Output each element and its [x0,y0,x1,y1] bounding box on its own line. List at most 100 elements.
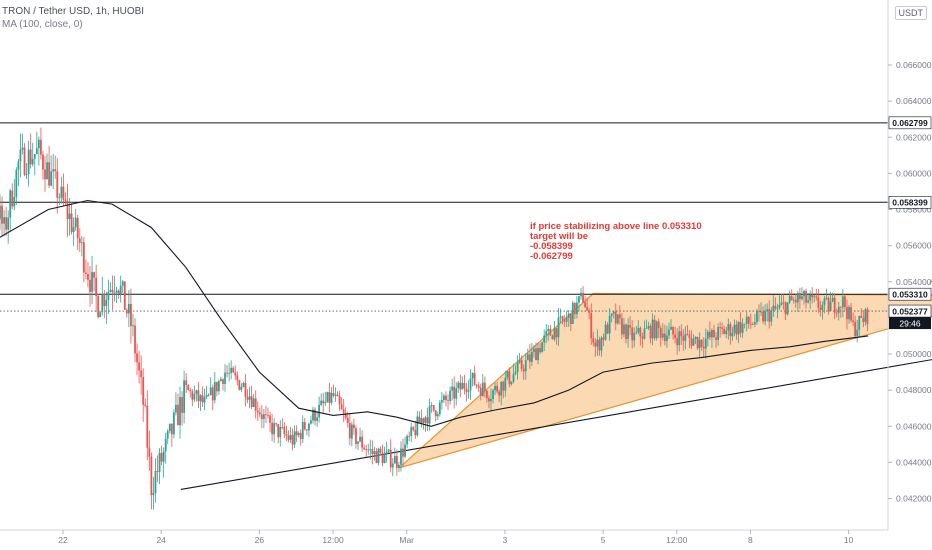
candle-body [330,393,333,403]
candle-body [314,409,316,421]
candle-body [819,307,822,310]
candle-body [33,154,36,159]
candle-body [655,321,658,339]
candle-body [9,190,12,218]
candle-body [346,417,349,423]
candle-body [680,331,683,337]
candle-body [400,448,402,465]
candle-body [643,328,646,339]
candle-body [377,448,380,463]
candle-body [749,323,752,325]
indicator-legend: MA (100, close, 0) [2,19,83,30]
candle-body [318,404,321,418]
candle-body [436,414,439,417]
candle-body [633,332,636,341]
candle-body [21,147,24,150]
candle-body [402,448,404,457]
candle-body [203,397,206,403]
candle-body [825,297,828,299]
candle-body [580,292,582,297]
candle-body [844,296,846,308]
candle-body [375,451,378,463]
candle-body [647,326,650,329]
candle-body [627,324,629,339]
x-tick-label: 26 [255,535,265,545]
candle-body [70,213,73,233]
candle-body [760,311,762,313]
candle-body [207,394,210,396]
candle-body [334,394,337,396]
candles [0,127,869,510]
currency-badge[interactable]: USDT [894,6,927,20]
level-price-label-bg [888,287,932,301]
candle-body [561,316,564,321]
candle-body [258,412,261,415]
candle-body [557,317,560,338]
countdown-label: 29:46 [899,318,921,328]
candle-body [657,321,660,328]
candle-body [835,312,838,314]
candle-body [700,339,703,347]
x-tick-label: 12:00 [322,535,344,545]
candle-body [780,302,783,305]
candle-body [428,405,431,424]
annotation-text: if price stabilizing above line 0.053310… [530,221,702,262]
candle-body [250,396,253,407]
candle-body [438,402,441,415]
candle-body [831,297,834,302]
x-tick-label: 8 [748,535,753,545]
candle-body [195,390,198,395]
candle-body [833,297,836,313]
candle-body [271,422,273,435]
candle-body [553,328,556,340]
candle-body [316,417,318,421]
candle-body [725,330,728,335]
candle-body [359,436,361,442]
candle-body [211,387,214,401]
candle-body [488,398,490,402]
candle-body [373,451,376,455]
candle-body [408,435,411,437]
candle-body [215,382,218,392]
candle-body [234,372,237,376]
candle-body [355,428,357,444]
candle-body [610,313,613,316]
candle-body [74,217,77,228]
candle-body [510,381,513,385]
candle-body [80,242,83,244]
candle-body [706,331,709,339]
candle-body [711,329,713,338]
candle-body [369,449,372,450]
candle-body [782,302,785,304]
candle-body [555,328,558,338]
candle-body [13,196,16,207]
candle-body [713,329,715,338]
candle-body [281,426,284,428]
candle-body [526,354,529,361]
candle-body [426,417,429,424]
candle-body [430,405,433,406]
candle-body [181,397,183,413]
candle-body [187,385,190,391]
candle-body [410,427,413,437]
y-tick-label: 0.054000 [896,277,932,287]
x-tick-label: 3 [503,535,508,545]
candle-body [148,447,151,457]
candle-body [651,319,654,339]
candle-body [692,339,695,346]
candle-body [136,353,138,363]
candle-body [629,324,632,328]
y-tick-label: 0.056000 [896,241,932,251]
candle-body [29,149,32,165]
candle-body [545,331,548,336]
candle-body [839,306,842,308]
candle-body [500,381,503,396]
candle-body [608,315,611,334]
support-trendline[interactable] [180,349,932,491]
candle-body [596,339,599,347]
level-price-label-bg [888,116,932,130]
candle-body [340,404,343,410]
candle-body [336,394,339,397]
